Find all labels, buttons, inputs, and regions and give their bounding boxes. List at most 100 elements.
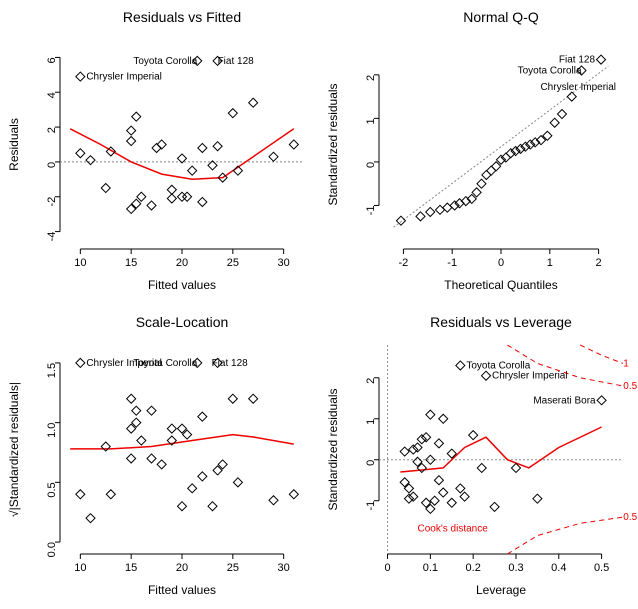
data-point bbox=[127, 126, 136, 135]
data-point bbox=[152, 143, 161, 152]
point-annotation: Toyota Corolla bbox=[133, 56, 197, 67]
cooks-level-label: 0.5 bbox=[623, 380, 637, 391]
y-tick-label: 6 bbox=[46, 57, 58, 63]
x-tick-label: 0.5 bbox=[594, 562, 609, 574]
data-point bbox=[167, 194, 176, 203]
x-tick-label: -2 bbox=[399, 257, 409, 269]
point-annotation: Toyota Corolla bbox=[518, 65, 582, 76]
data-point bbox=[597, 55, 606, 64]
y-axis-label: Standardized residuals bbox=[326, 83, 340, 205]
x-tick-label: 0.2 bbox=[466, 562, 481, 574]
data-point bbox=[289, 489, 298, 498]
chart-title: Normal Q-Q bbox=[463, 9, 539, 25]
data-point bbox=[409, 444, 418, 453]
y-tick-label: 4 bbox=[46, 92, 58, 98]
y-tick-label: 2 bbox=[365, 75, 377, 81]
x-tick-label: 25 bbox=[227, 257, 239, 269]
data-point bbox=[597, 395, 606, 404]
panel-scale-location: Scale-Location10152025300.00.51.01.5Fitt… bbox=[0, 305, 319, 609]
y-tick-label: 0.0 bbox=[46, 542, 58, 557]
x-axis-label: Leverage bbox=[476, 583, 526, 597]
x-tick-label: 0.4 bbox=[551, 562, 566, 574]
y-tick-label: -1 bbox=[365, 500, 377, 510]
data-point bbox=[147, 201, 156, 210]
data-point bbox=[228, 109, 237, 118]
data-point bbox=[557, 109, 566, 118]
data-point bbox=[249, 394, 258, 403]
data-point bbox=[477, 179, 486, 188]
x-tick-label: 2 bbox=[596, 257, 602, 269]
y-tick-label: 0 bbox=[365, 459, 377, 465]
data-point bbox=[127, 394, 136, 403]
data-point bbox=[137, 436, 146, 445]
data-point bbox=[137, 192, 146, 201]
data-point bbox=[198, 412, 207, 421]
x-tick-label: 0 bbox=[498, 257, 504, 269]
data-point bbox=[416, 212, 425, 221]
data-point bbox=[76, 489, 85, 498]
data-point bbox=[86, 156, 95, 165]
data-point bbox=[249, 98, 258, 107]
data-point bbox=[490, 502, 499, 511]
data-point bbox=[213, 142, 222, 151]
data-point bbox=[106, 489, 115, 498]
data-point bbox=[127, 136, 136, 145]
x-tick-label: 20 bbox=[176, 562, 188, 574]
data-point bbox=[409, 492, 418, 501]
point-annotation: Chrysler Imperial bbox=[540, 82, 616, 93]
data-point bbox=[101, 184, 110, 193]
data-point bbox=[101, 441, 110, 450]
x-tick-label: -1 bbox=[447, 257, 457, 269]
data-point bbox=[147, 406, 156, 415]
x-tick-label: 1 bbox=[547, 257, 553, 269]
x-tick-label: 0 bbox=[384, 562, 390, 574]
data-point bbox=[404, 494, 413, 503]
data-point bbox=[400, 447, 409, 456]
chart-title: Residuals vs Fitted bbox=[123, 9, 241, 25]
data-point bbox=[456, 360, 465, 369]
data-point bbox=[86, 513, 95, 522]
data-point bbox=[198, 471, 207, 480]
data-point bbox=[550, 118, 559, 127]
data-point bbox=[228, 394, 237, 403]
data-point bbox=[76, 149, 85, 158]
panel-normal-qq: Normal Q-Q-2-1012-1012Theoretical Quanti… bbox=[319, 0, 638, 305]
data-point bbox=[413, 442, 422, 451]
data-point bbox=[127, 453, 136, 462]
point-annotation: Fiat 128 bbox=[212, 357, 249, 368]
data-point bbox=[233, 477, 242, 486]
data-point bbox=[482, 170, 491, 179]
point-annotation: Chrysler Imperial bbox=[492, 370, 568, 381]
x-tick-label: 0.1 bbox=[423, 562, 438, 574]
data-point bbox=[269, 152, 278, 161]
data-point bbox=[434, 438, 443, 447]
data-point bbox=[426, 207, 435, 216]
point-annotation: Fiat 128 bbox=[559, 55, 596, 66]
y-tick-label: -2 bbox=[46, 197, 58, 207]
point-annotation: Chrysler Imperial bbox=[86, 72, 162, 83]
data-point bbox=[167, 424, 176, 433]
x-axis-label: Fitted values bbox=[148, 583, 216, 597]
x-tick-label: 10 bbox=[74, 257, 86, 269]
data-point bbox=[147, 453, 156, 462]
y-tick-label: -4 bbox=[46, 232, 58, 242]
x-tick-label: 20 bbox=[176, 257, 188, 269]
x-tick-label: 15 bbox=[125, 257, 137, 269]
cooks-distance-label: Cook's distance bbox=[418, 523, 489, 534]
data-point bbox=[188, 166, 197, 175]
data-point bbox=[417, 434, 426, 443]
diagnostic-plot-grid: Residuals vs Fitted1015202530-4-20246Fit… bbox=[0, 0, 638, 609]
data-point bbox=[460, 492, 469, 501]
data-point bbox=[434, 475, 443, 484]
data-point bbox=[567, 92, 576, 101]
panel-residuals-fitted: Residuals vs Fitted1015202530-4-20246Fit… bbox=[0, 0, 319, 305]
data-point bbox=[430, 496, 439, 505]
point-annotation: Toyota Corolla bbox=[133, 357, 197, 368]
y-tick-label: -1 bbox=[365, 205, 377, 215]
y-tick-label: 1 bbox=[365, 118, 377, 124]
data-point bbox=[157, 459, 166, 468]
data-point bbox=[481, 371, 490, 380]
x-tick-label: 15 bbox=[125, 562, 137, 574]
data-point bbox=[188, 483, 197, 492]
point-annotation: Maserati Bora bbox=[533, 395, 596, 406]
